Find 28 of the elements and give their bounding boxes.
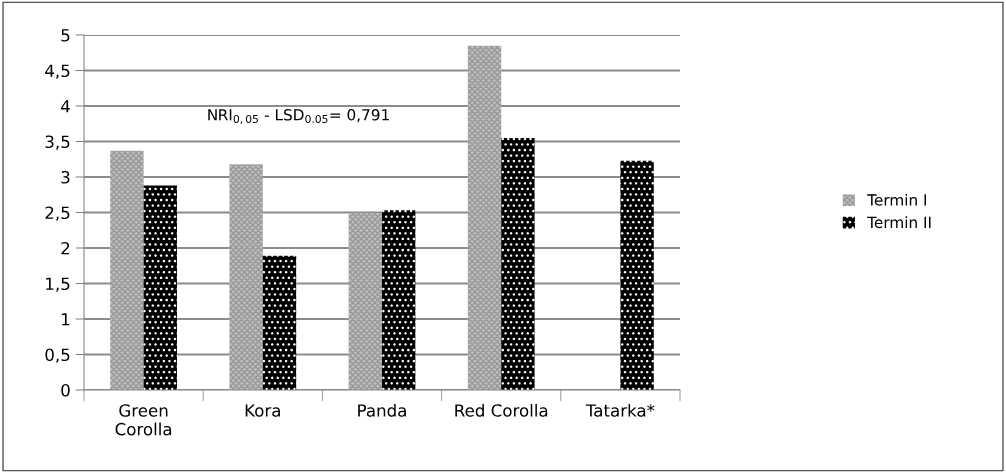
x-tick-label: Kora <box>245 404 280 417</box>
y-tick-label: 0,5 <box>45 348 70 363</box>
bar <box>620 160 654 390</box>
y-tick-label: 2,5 <box>45 206 70 221</box>
legend-label: Termin II <box>867 216 931 229</box>
y-tick-label: 3 <box>61 170 70 184</box>
y-tick-label: 1,5 <box>46 277 70 292</box>
bar <box>348 213 382 390</box>
bar <box>262 255 297 390</box>
y-tick-label: 0 <box>61 383 70 397</box>
x-tick-label: Tatarka* <box>585 403 655 417</box>
y-tick-label: 2 <box>61 241 70 255</box>
annotation: NRI$_{0,05}$ - LSD$_{0.05}$= 0,791 <box>208 109 389 125</box>
y-tick-label: 4 <box>61 100 70 113</box>
bar <box>501 137 535 390</box>
bar <box>229 164 263 390</box>
x-tick-label: Green Corolla <box>115 404 172 436</box>
legend-label: Termin I <box>867 193 927 206</box>
bar <box>143 185 177 390</box>
y-tick-label: 1 <box>62 313 70 326</box>
y-tick-label: 4,5 <box>45 64 70 79</box>
bar <box>467 45 502 390</box>
bar <box>382 210 416 390</box>
x-tick-label: Panda <box>358 403 406 417</box>
x-tick-label: Red Corolla <box>455 403 548 417</box>
bar <box>110 150 144 390</box>
y-tick-label: 5 <box>61 29 70 42</box>
y-tick-label: 3,5 <box>45 135 70 150</box>
